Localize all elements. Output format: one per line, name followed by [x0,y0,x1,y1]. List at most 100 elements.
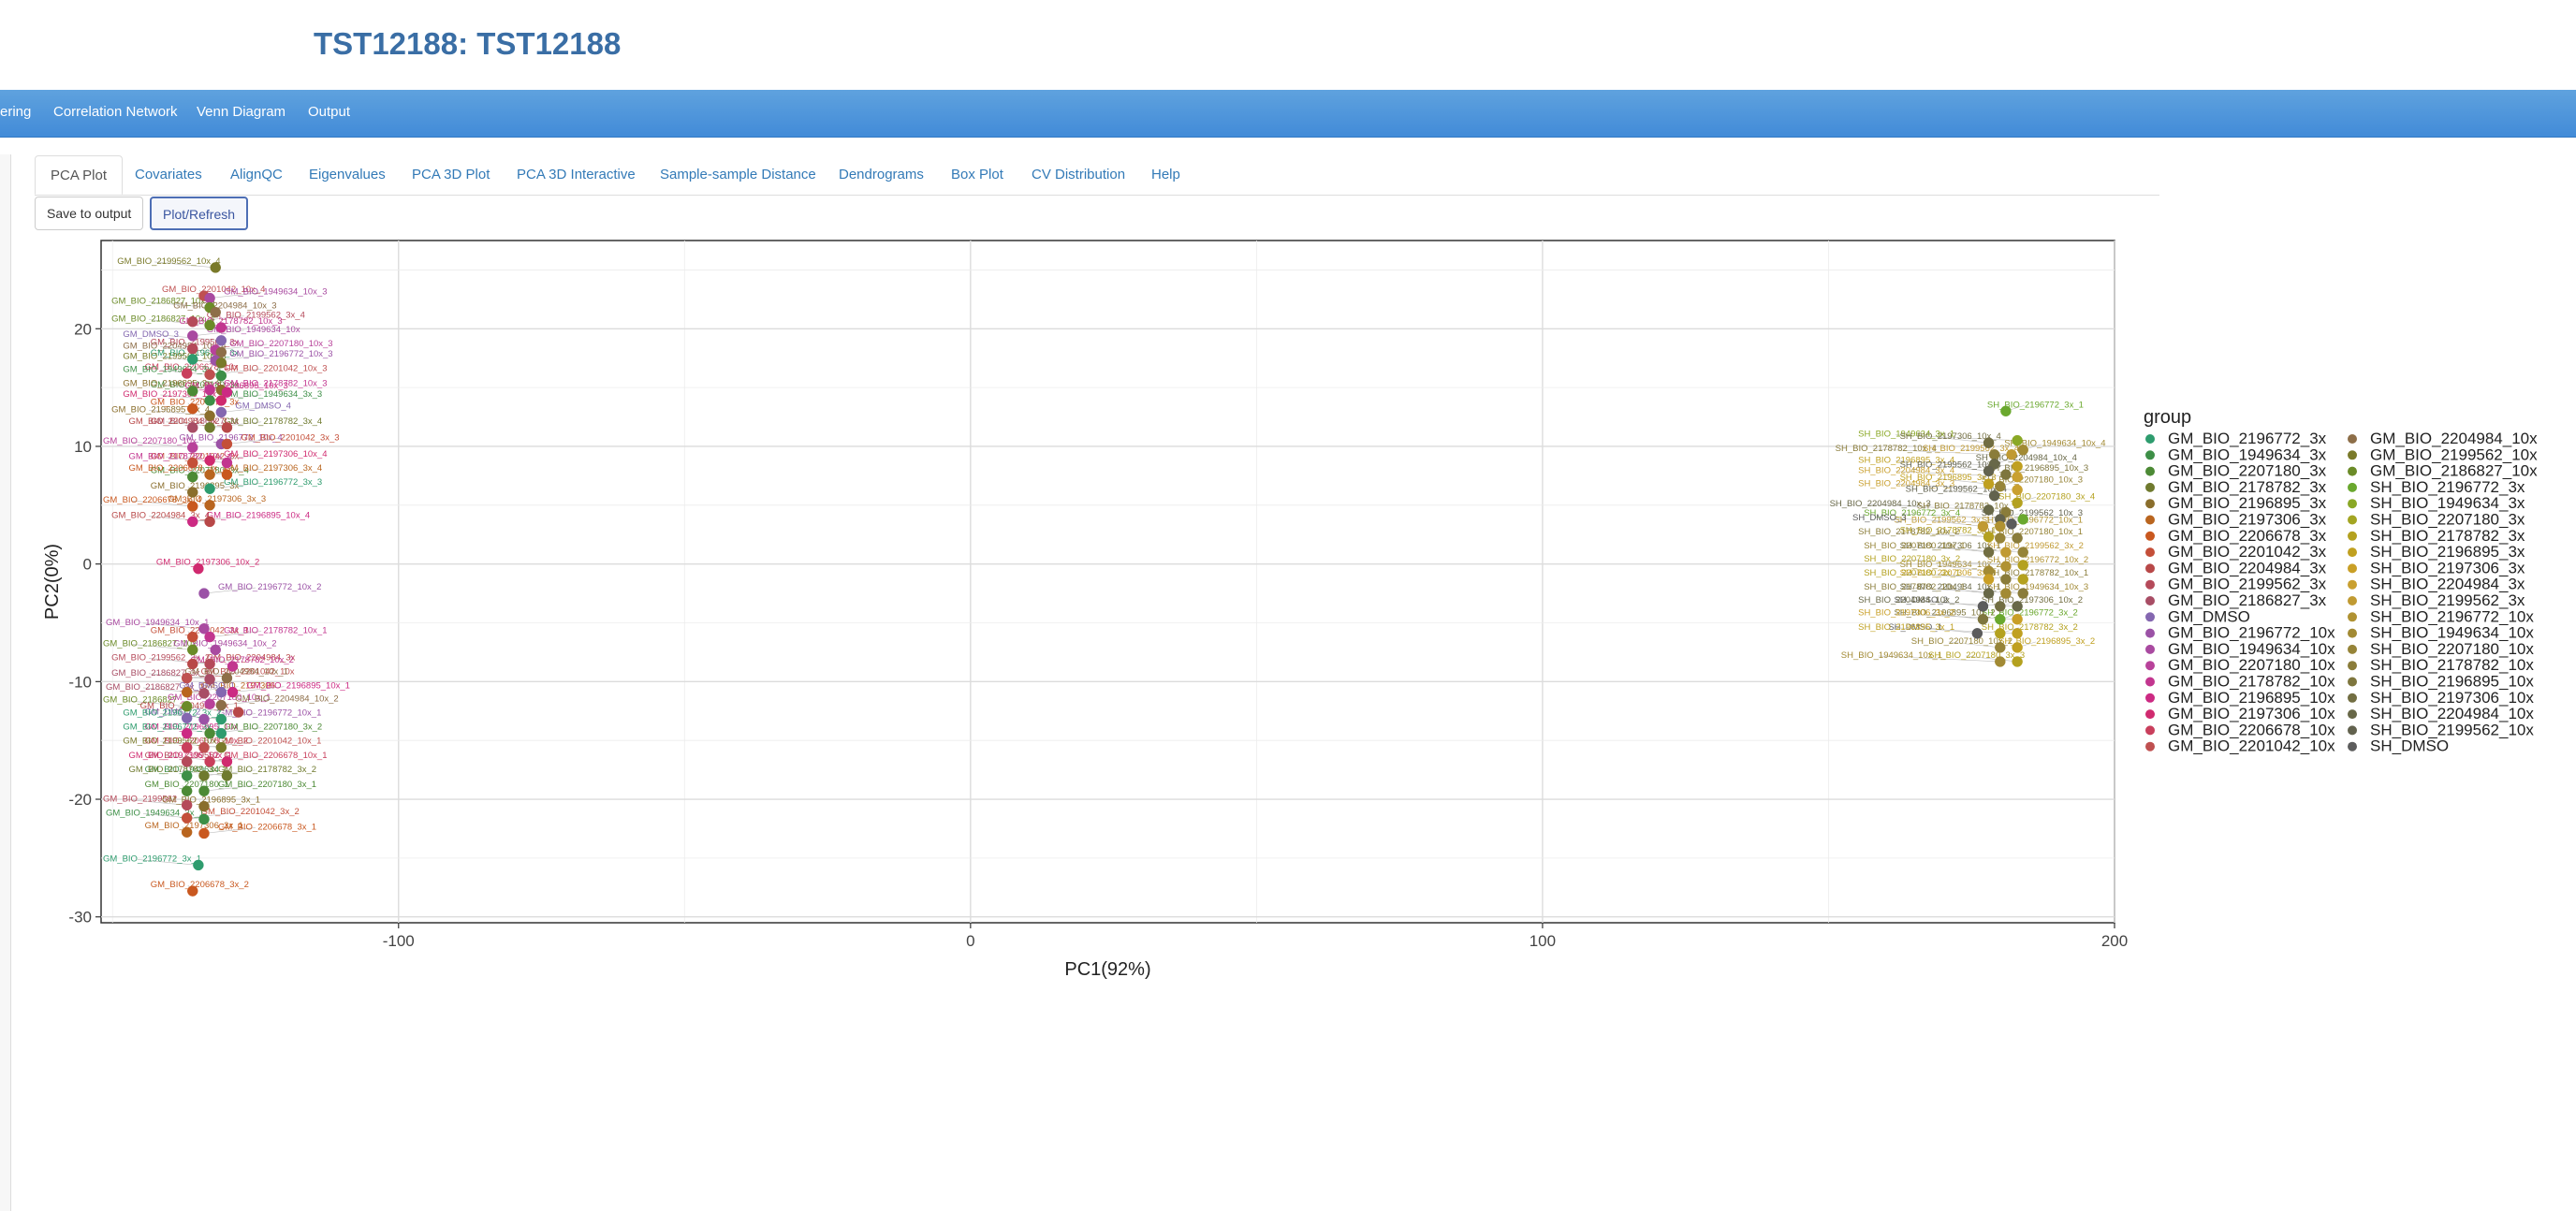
data-point [2012,471,2023,483]
legend-key [2348,612,2357,622]
data-point [181,756,193,767]
data-point [204,422,215,433]
tab-eigenvalues[interactable]: Eigenvalues [309,167,386,182]
label-leader-line [142,687,205,694]
point-label: GM_BIO_2207180_10x_3 [229,339,332,349]
y-tick-label: -30 [68,909,92,926]
data-point [221,469,233,480]
label-leader-line [227,438,279,445]
point-label: SH_BIO_2196895_10x_2 [1894,608,1995,619]
point-label: GM_BIO_2196895_10x_4 [207,510,310,520]
point-label: GM_BIO_2197306_3x_1 [145,821,243,831]
nav-item-correlation-network[interactable]: Correlation Network [53,104,178,120]
data-point [187,354,198,365]
tab-sample-distance[interactable]: Sample-sample Distance [660,167,816,182]
data-point [181,770,193,781]
label-leader-line [137,859,198,866]
label-leader-line [131,441,193,448]
data-point [1983,547,1995,558]
plot-panel [100,240,2115,924]
label-leader-line [149,658,211,664]
tab-dendrograms[interactable]: Dendrograms [839,167,924,182]
label-leader-line [149,319,211,326]
label-leader-line [125,799,187,806]
point-label: GM_BIO_1949634_10x [207,325,300,335]
label-leader-line [210,482,262,489]
point-label: GM_BIO_2204984_10x_2 [235,693,338,704]
legend: groupGM_BIO_2196772_3xGM_BIO_1949634_3xG… [2144,407,2538,755]
data-point [215,370,227,382]
nav-item-venn-diagram[interactable]: Venn Diagram [197,104,286,120]
tab-pca-plot[interactable]: PCA Plot [35,155,124,195]
point-label: GM_BIO_2207180_10x [103,436,197,446]
data-point [215,406,227,418]
data-point [198,827,210,839]
point-label: GM_BIO_2206678_3x_4 [103,495,201,505]
data-point [1983,437,1995,448]
legend-label: SH_BIO_1949634_3x [2370,494,2525,512]
plot-refresh-button[interactable]: Plot/Refresh [150,197,249,230]
data-point [1988,459,2000,470]
legend-label: SH_BIO_2199562_10x [2370,721,2534,738]
legend-label: GM_BIO_2186827_3x [2168,591,2327,609]
point-label: SH_DMSO_3 [1852,513,1907,523]
data-point [2000,561,2012,572]
point-label: SH_BIO_1949634_10x_2 [1900,560,2001,570]
legend-title: group [2144,407,2191,428]
nav-item-clustering[interactable]: ering [0,104,32,120]
data-point [187,330,198,342]
point-label: GM_BIO_2206678_3x_3 [128,463,227,474]
tab-alignqc[interactable]: AlignQC [230,167,283,182]
legend-key [2145,482,2155,492]
label-leader-line [221,699,273,706]
point-label: SH_DMSO_1 [1888,622,1942,633]
data-point [204,369,215,381]
y-tick-label: -10 [68,673,92,691]
point-label: GM_BIO_2207180_3x_1 [218,780,316,790]
legend-key [2145,466,2155,476]
point-label: GM_BIO_2206678_3x_1 [218,822,316,832]
point-label: GM_BIO_2186827_3x_1 [111,668,210,678]
label-leader-line [210,631,262,637]
point-label: GM_DMSO_2 [145,707,201,717]
data-point [1971,628,1983,639]
data-point [210,262,221,273]
legend-label: SH_BIO_2196772_10x [2370,607,2534,625]
point-label: GM_BIO_2196772_10x_4 [179,432,282,443]
tab-covariates[interactable]: Covariates [135,167,202,182]
save-to-output-button[interactable]: Save to output [35,197,144,230]
data-point [1983,588,1995,599]
point-label: SH_BIO_2196772_10x_2 [1987,555,2088,565]
data-point [204,455,215,466]
label-leader-line [142,813,205,820]
legend-label: SH_BIO_2207180_10x [2370,640,2534,658]
label-leader-line [192,315,244,323]
point-label: GM_BIO_2197306_10x_2 [156,558,259,568]
tab-pca-3d-interactive[interactable]: PCA 3D Interactive [517,167,636,182]
tab-cv-distribution[interactable]: CV Distribution [1032,167,1126,182]
data-point [187,631,198,643]
tab-help[interactable]: Help [1151,167,1180,182]
data-point [2012,642,2023,653]
point-label: SH_BIO_2199562_10x_3 [1900,460,2001,470]
data-point [1988,489,2000,502]
point-label: GM_BIO_2204984_10x_3 [173,301,276,312]
data-point [2012,460,2023,473]
data-point [215,713,227,725]
tab-bar: PCA Plot Covariates AlignQC Eigenvalues … [35,155,2159,196]
label-leader-line [210,454,262,461]
point-label: GM_BIO_1949634_3x_4 [123,365,221,375]
x-axis-title: PC1(92%) [1064,959,1150,980]
data-point [2000,588,2012,599]
nav-item-output[interactable]: Output [308,104,351,120]
tab-pca-3d-plot[interactable]: PCA 3D Plot [412,167,490,182]
legend-key [2348,628,2357,638]
point-label: GM_BIO_2206678_3x [151,398,240,408]
data-point [1977,520,1989,533]
data-point [204,674,215,685]
point-label: SH_BIO_2207180_10x_1 [1864,541,1965,551]
label-leader-line [166,468,227,475]
data-point [198,785,210,796]
tab-box-plot[interactable]: Box Plot [951,167,1003,182]
legend-label: SH_BIO_2204984_10x [2370,705,2534,722]
